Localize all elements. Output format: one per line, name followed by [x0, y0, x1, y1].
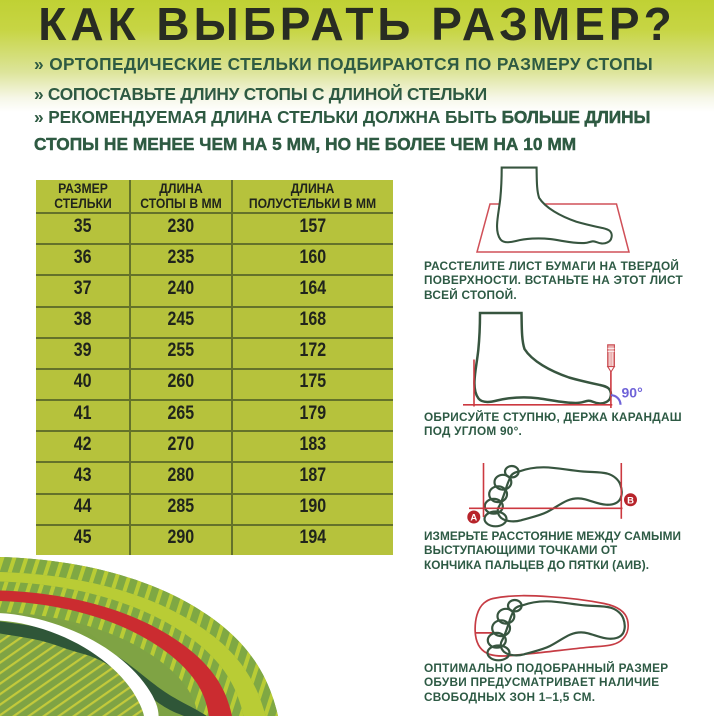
svg-text:90°: 90° [622, 385, 643, 401]
svg-text:A: A [470, 513, 477, 524]
svg-text:B: B [627, 495, 634, 506]
